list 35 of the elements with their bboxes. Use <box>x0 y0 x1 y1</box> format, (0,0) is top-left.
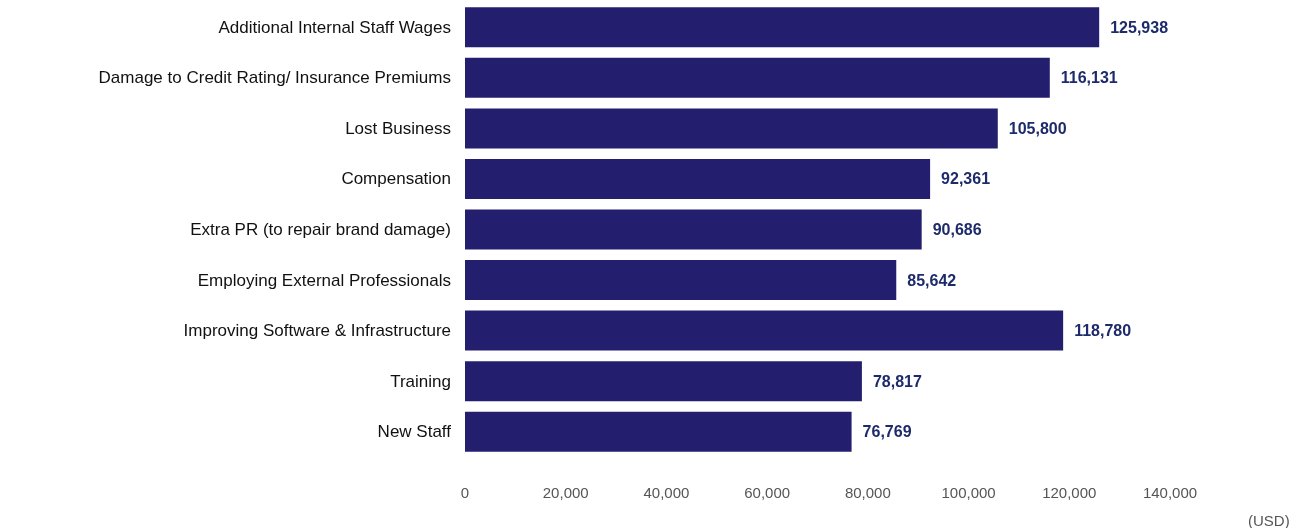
y-tick-label: Compensation <box>341 169 451 189</box>
bar <box>465 310 1064 351</box>
data-label: 105,800 <box>1008 119 1067 137</box>
data-label: 116,131 <box>1060 69 1118 87</box>
y-tick-label: Employing External Professionals <box>197 270 451 290</box>
bar <box>465 361 862 402</box>
bar <box>465 260 897 301</box>
data-label: 118,780 <box>1074 322 1132 340</box>
x-tick-label: 100,000 <box>941 484 996 501</box>
data-label: 76,769 <box>862 423 912 441</box>
y-tick-label: Lost Business <box>345 118 451 138</box>
data-label: 85,642 <box>907 271 957 289</box>
data-label: 90,686 <box>932 221 982 238</box>
y-tick-label: Training <box>390 371 451 391</box>
x-tick-label: 120,000 <box>1042 484 1097 501</box>
x-tick-label: 60,000 <box>744 484 791 501</box>
x-tick-label: 40,000 <box>643 484 690 501</box>
y-tick-label: New Staff <box>377 422 452 442</box>
x-tick-label: 140,000 <box>1142 484 1198 501</box>
y-tick-label: Improving Software & Infrastructure <box>183 321 451 341</box>
data-label: 125,938 <box>1110 18 1169 36</box>
y-tick-label: Damage to Credit Rating/ Insurance Premiums <box>98 68 451 88</box>
bar <box>465 209 922 250</box>
bar <box>465 7 1100 48</box>
x-tick-label: 20,000 <box>542 484 589 501</box>
y-tick-label: Extra PR (to repair brand damage) <box>190 220 451 239</box>
bar <box>465 57 1050 98</box>
x-tick-label: 80,000 <box>844 484 891 501</box>
data-label: 92,361 <box>941 170 991 188</box>
bar <box>465 158 931 199</box>
y-tick-label: Additional Internal Staff Wages <box>218 17 451 37</box>
bar <box>465 108 998 149</box>
data-label: 78,817 <box>872 372 922 390</box>
bar <box>465 411 852 452</box>
x-tick-label: 0 <box>460 484 470 501</box>
